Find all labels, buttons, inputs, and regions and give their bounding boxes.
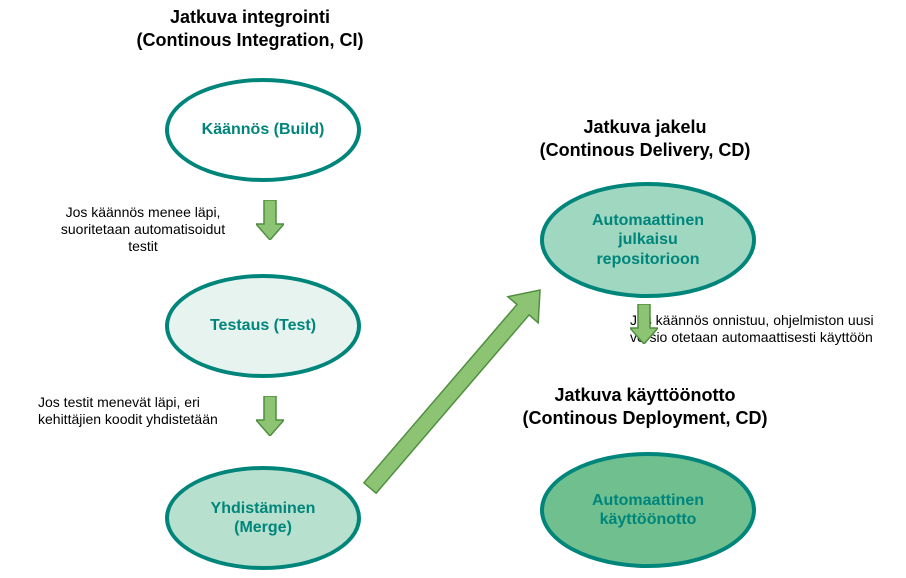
arrow-test-to-merge (256, 396, 284, 436)
release-node-label: Automaattinen julkaisu repositorioon (592, 211, 704, 269)
deploy-node-label: Automaattinen käyttöönotto (592, 491, 704, 529)
edge-label-test-merge: Jos testit menevät läpi, eri kehittäjien… (38, 394, 258, 428)
cd-deployment-heading-line2: (Continous Deployment, CD) (523, 408, 768, 428)
edge-label-release-deploy: Jos käännös onnistuu, ohjelmiston uusi v… (630, 312, 906, 346)
cd-delivery-heading-line2: (Continous Delivery, CD) (540, 140, 751, 160)
cd-delivery-heading: Jatkuva jakelu (Continous Delivery, CD) (500, 116, 790, 161)
test-node: Testaus (Test) (165, 274, 361, 378)
edge-label-build-test: Jos käännös menee läpi, suoritetaan auto… (38, 204, 248, 254)
ci-heading: Jatkuva integrointi (Continous Integrati… (110, 6, 390, 51)
test-node-label: Testaus (Test) (210, 316, 316, 335)
release-node: Automaattinen julkaisu repositorioon (540, 182, 756, 298)
cd-deployment-heading: Jatkuva käyttöönotto (Continous Deployme… (475, 384, 815, 429)
arrow-build-to-test (256, 200, 284, 240)
ci-heading-line1: Jatkuva integrointi (170, 7, 330, 27)
build-node-label: Käännös (Build) (202, 120, 325, 139)
cd-delivery-heading-line1: Jatkuva jakelu (583, 117, 706, 137)
arrow-merge-to-release (0, 0, 906, 578)
build-node: Käännös (Build) (165, 78, 361, 182)
merge-node-label: Yhdistäminen (Merge) (211, 499, 316, 537)
arrow-release-to-deploy (630, 304, 658, 344)
deploy-node: Automaattinen käyttöönotto (540, 452, 756, 568)
ci-heading-line2: (Continous Integration, CI) (137, 30, 364, 50)
merge-node: Yhdistäminen (Merge) (165, 466, 361, 570)
cd-deployment-heading-line1: Jatkuva käyttöönotto (554, 385, 735, 405)
